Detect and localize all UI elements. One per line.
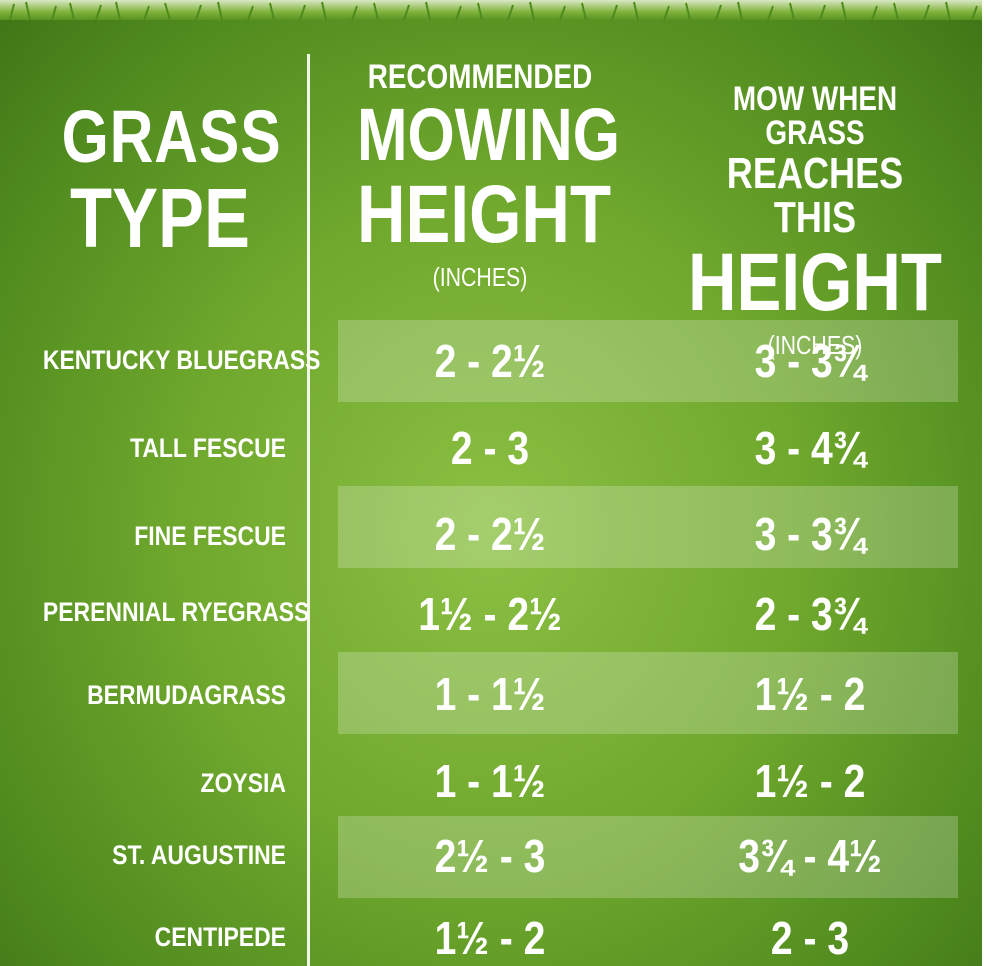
grass-type-header: GRASS TYPE (40, 95, 282, 265)
inches-unit-label: (INCHES) (432, 262, 528, 292)
mow-when-height-value: 2 - 3 (770, 912, 850, 964)
row-highlight-band (338, 486, 958, 568)
mowing-height-value: 2 - 2½ (434, 508, 546, 560)
row-highlight-band (338, 320, 958, 402)
mowing-height-value: 1 - 1½ (434, 668, 546, 720)
recommended-height-header: RECOMMENDED MOWING HEIGHT (INCHES) (330, 60, 630, 290)
mow-when-height-value: 2 - 3¾ (754, 588, 866, 640)
row-highlight-band (338, 652, 958, 734)
mowing-height-value: 2½ - 3 (434, 830, 546, 882)
grass-name: ST. AUGUSTINE (112, 840, 286, 870)
mowing-label: MOWING (357, 93, 620, 176)
grass-name: FINE FESCUE (134, 521, 286, 551)
row-highlight-band (338, 816, 958, 898)
mow-when-label: MOW WHEN GRASS (732, 80, 898, 152)
reaches-this-label: REACHES THIS (726, 149, 904, 242)
grass-type-header-line1: GRASS (61, 95, 282, 178)
height-label: HEIGHT (357, 169, 612, 260)
page-margin (982, 0, 1000, 966)
grass-name: KENTUCKY BLUEGRASS (42, 345, 321, 375)
grass-name: ZOYSIA (200, 768, 286, 798)
mowing-height-value: 1½ - 2 (434, 912, 546, 964)
grass-name: PERENNIAL RYEGRASS (42, 597, 310, 627)
inches-unit-label: (INCHES) (767, 330, 863, 360)
mowing-height-value: 1 - 1½ (434, 755, 546, 807)
mow-when-height-value: 1½ - 2 (754, 668, 866, 720)
height-label: HEIGHT (687, 237, 943, 328)
grass-name: CENTIPEDE (154, 922, 286, 952)
mow-when-height-value: 3 - 3¾ (754, 335, 866, 387)
recommended-label: RECOMMENDED (367, 58, 593, 96)
grass-type-header-line2: TYPE (70, 171, 250, 265)
grass-border (0, 0, 982, 20)
mow-when-header: MOW WHEN GRASS REACHES THIS HEIGHT (INCH… (660, 82, 970, 358)
grass-name: BERMUDAGRASS (87, 680, 286, 710)
grass-name: TALL FESCUE (130, 433, 286, 463)
mowing-height-value: 2 - 2½ (434, 335, 546, 387)
column-divider (307, 54, 310, 966)
mow-when-height-value: 3 - 4¾ (754, 422, 866, 474)
mowing-height-value: 1½ - 2½ (418, 588, 562, 640)
mow-when-height-value: 3 - 3¾ (754, 508, 866, 560)
mow-when-height-value: 1½ - 2 (754, 755, 866, 807)
mow-when-height-value: 3¾ - 4½ (738, 830, 882, 882)
mowing-height-value: 2 - 3 (450, 422, 530, 474)
